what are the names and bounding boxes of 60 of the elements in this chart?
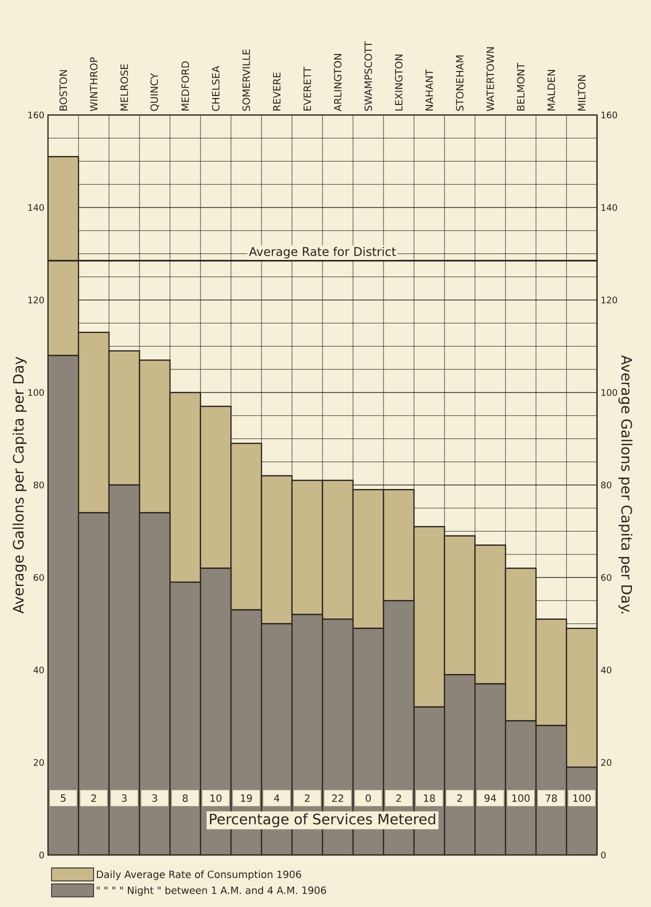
x-tick-label: CHELSEA — [212, 66, 220, 111]
x-tick-label: EVERETT — [304, 66, 311, 110]
y2-tick-label: 20 — [601, 759, 612, 766]
y2-tick-label: 100 — [602, 389, 618, 396]
x-tick-label: NAHANT — [426, 69, 433, 110]
ref-line-label: Average Rate for District — [248, 246, 396, 258]
x-tick-label: LEXINGTON — [394, 54, 403, 110]
x-tick-label: ARLINGTON — [334, 54, 342, 112]
annotation: 2 — [91, 794, 96, 802]
y2-tick-label: 120 — [602, 296, 618, 304]
x-tick-label: SOMERVILLE — [242, 50, 250, 111]
annotation: 78 — [546, 794, 557, 802]
y2-tick-label: 0 — [601, 852, 606, 858]
y2-tick-label: 60 — [601, 574, 612, 581]
legend-label: " " " " Night " between 1 A.M. and 4 A.M. 1906 — [96, 886, 326, 896]
y2-tick-label: 160 — [602, 112, 618, 118]
x-tick-label: SWAMPSCOTT — [364, 41, 372, 111]
annotation: 2 — [396, 794, 401, 802]
x-tick-label: REVERE — [273, 72, 280, 110]
y-tick-label: 140 — [28, 204, 44, 211]
annotation: 100 — [512, 794, 530, 802]
y2-axis-title: Average Gallons per Capita per Day. — [618, 355, 632, 614]
annotation: 3 — [122, 794, 127, 802]
y2-tick-label: 140 — [602, 204, 618, 211]
annotation: 5 — [60, 794, 66, 802]
annotation: 22 — [332, 794, 344, 802]
x-tick-label: STONEHAM — [456, 56, 464, 111]
x-tick-label: MILTON — [578, 75, 586, 110]
y-tick-label: 20 — [34, 759, 44, 766]
annotation: 2 — [304, 794, 310, 802]
y-tick-label: 0 — [39, 852, 44, 858]
annotation: Percentage of Services Metered — [210, 813, 436, 828]
y-tick-label: 60 — [34, 574, 44, 581]
x-tick-label: MALDEN — [548, 70, 555, 110]
x-tick-label: WINTHROP — [90, 57, 98, 112]
x-tick-label: MEDFORD — [181, 61, 190, 110]
annotation: 19 — [241, 794, 252, 802]
annotation: 10 — [210, 794, 222, 802]
annotation: 8 — [182, 794, 188, 802]
y-tick-label: 120 — [28, 296, 44, 304]
y-tick-label: 80 — [34, 482, 44, 488]
x-tick-label: MELROSE — [120, 64, 128, 110]
annotation: 3 — [152, 794, 158, 802]
annotation: 2 — [457, 794, 462, 802]
y-tick-label: 160 — [28, 112, 44, 118]
x-tick-label: QUINCY — [150, 73, 160, 111]
legend-label: Daily Average Rate of Consumption 1906 — [96, 870, 302, 880]
x-tick-label: BOSTON — [59, 70, 68, 110]
y2-tick-label: 40 — [600, 666, 612, 674]
y-tick-label: 100 — [28, 389, 44, 396]
y-axis-title: Average Gallons per Capita per Day — [12, 356, 27, 614]
annotation: 94 — [484, 794, 496, 802]
x-tick-label: BELMONT — [516, 62, 525, 110]
x-tick-label: WATERTOWN — [486, 47, 494, 112]
annotation: 18 — [424, 794, 435, 802]
y-tick-label: 40 — [34, 666, 44, 674]
annotation: 4 — [274, 794, 280, 802]
y2-tick-label: 80 — [601, 482, 612, 488]
annotation: 0 — [366, 794, 371, 802]
annotation: 100 — [573, 794, 591, 802]
